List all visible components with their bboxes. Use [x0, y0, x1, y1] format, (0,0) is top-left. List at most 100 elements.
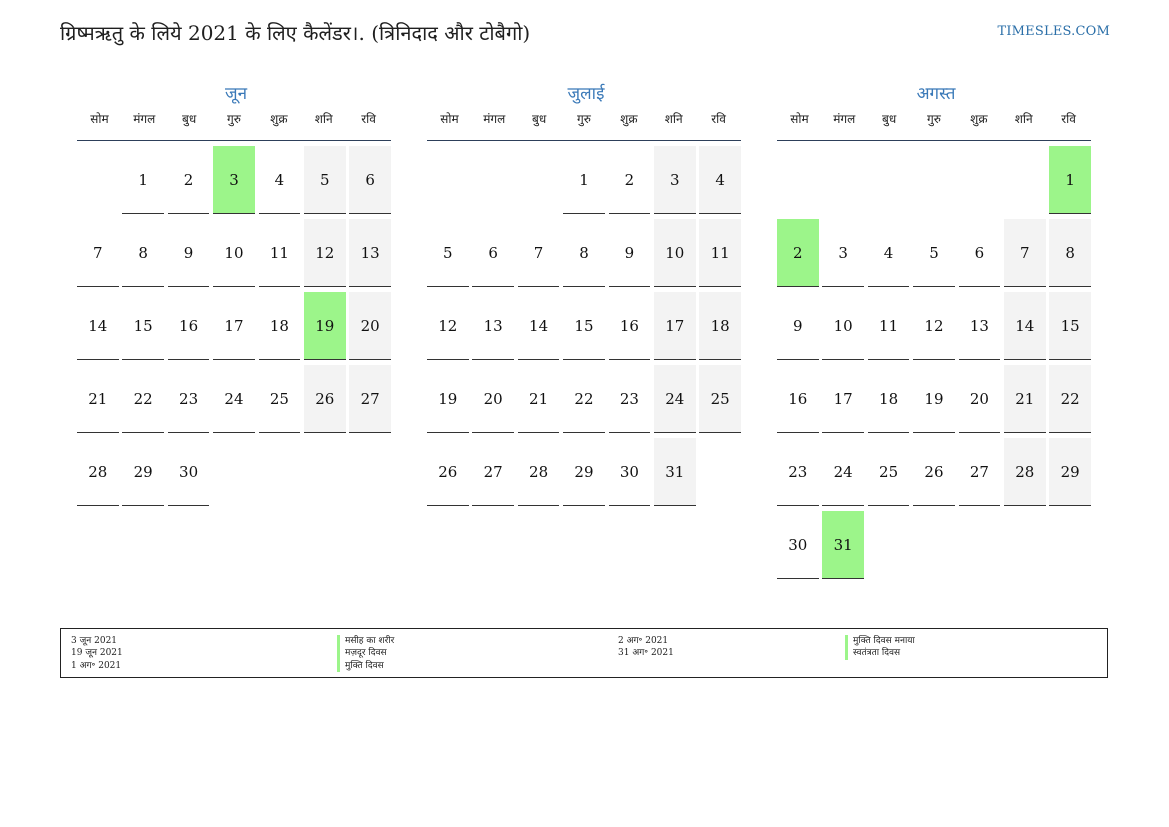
- day-cell: 5: [303, 146, 346, 214]
- day-cell: 25: [699, 365, 741, 433]
- weekday-label: गुरु: [227, 112, 241, 126]
- day-cell: 26: [303, 365, 346, 433]
- holiday-day-cell: 31: [822, 511, 864, 579]
- day-cell: 1: [563, 146, 605, 214]
- empty-cell: [913, 146, 955, 214]
- legend-date: 19 जून 2021: [71, 648, 123, 659]
- day-cell: 29: [563, 438, 605, 506]
- legend-holiday-name: मुक्ति दिवस मनाया: [845, 635, 915, 648]
- site-link[interactable]: TIMESLES.COM: [997, 24, 1110, 39]
- day-cell: 25: [258, 365, 301, 433]
- day-cell: 23: [608, 365, 651, 433]
- weekday-label: शनि: [664, 112, 683, 126]
- day-grid: 1 2 3 4 5 6 7 8 9 10 11 12 13 14 15 16 17 18 19 20 21 22 23 24 2…: [77, 146, 395, 506]
- day-cell: 20: [349, 292, 391, 360]
- day-grid: 1 2 3 4 5 6 7 8 9 10 11 12 13 14 15 16 17 18 19 20 21 22 23 24 2…: [777, 146, 1095, 579]
- weekday-label: सोम: [790, 112, 809, 126]
- day-cell: 7: [77, 219, 119, 287]
- day-cell: 21: [517, 365, 560, 433]
- day-cell: 15: [563, 292, 605, 360]
- day-cell: 11: [699, 219, 741, 287]
- day-cell: 11: [258, 219, 301, 287]
- day-cell: 19: [913, 365, 955, 433]
- day-cell: 12: [913, 292, 955, 360]
- day-cell: 30: [608, 438, 651, 506]
- weekday-label: रवि: [361, 112, 376, 126]
- day-cell: 17: [213, 292, 255, 360]
- empty-cell: [777, 146, 819, 214]
- legend-dates-col1: 3 जून 2021 19 जून 2021 1 अग॰ 2021: [71, 635, 123, 672]
- weekday-label: गुरु: [577, 112, 591, 126]
- day-cell: 18: [699, 292, 741, 360]
- weekday-label: शनि: [1014, 112, 1033, 126]
- day-cell: 3: [653, 146, 696, 214]
- weekday-label: गुरु: [927, 112, 941, 126]
- empty-cell: [868, 146, 910, 214]
- weekday-label: मंगल: [483, 112, 506, 126]
- empty-cell: [77, 146, 119, 214]
- day-cell: 25: [867, 438, 910, 506]
- legend-holiday-name: मुक्ति दिवस: [337, 659, 394, 672]
- holiday-day-cell: 1: [1049, 146, 1091, 214]
- day-cell: 24: [653, 365, 696, 433]
- month-title: जून: [224, 84, 248, 104]
- day-cell: 27: [472, 438, 514, 506]
- day-cell: 22: [563, 365, 605, 433]
- day-cell: 20: [472, 365, 514, 433]
- month-title: अगस्त: [916, 84, 956, 104]
- day-cell: 2: [167, 146, 210, 214]
- day-cell: 21: [1003, 365, 1046, 433]
- day-cell: 28: [517, 438, 560, 506]
- day-cell: 15: [1049, 292, 1091, 360]
- day-cell: 4: [258, 146, 301, 214]
- empty-cell: [959, 146, 1001, 214]
- day-cell: 15: [122, 292, 164, 360]
- weekday-label: मंगल: [833, 112, 856, 126]
- empty-cell: [518, 146, 560, 214]
- day-cell: 19: [427, 365, 469, 433]
- weekday-label: शनि: [314, 112, 333, 126]
- day-cell: 5: [427, 219, 469, 287]
- day-cell: 24: [213, 365, 255, 433]
- day-cell: 12: [303, 219, 346, 287]
- day-cell: 8: [122, 219, 164, 287]
- weekday-label: शुक्र: [270, 112, 288, 126]
- day-cell: 26: [913, 438, 955, 506]
- day-cell: 22: [122, 365, 164, 433]
- day-cell: 14: [517, 292, 560, 360]
- day-cell: 30: [167, 438, 210, 506]
- day-cell: 29: [1049, 438, 1091, 506]
- day-cell: 18: [258, 292, 301, 360]
- day-cell: 20: [958, 365, 1001, 433]
- day-cell: 16: [777, 365, 819, 433]
- day-cell: 2: [608, 146, 651, 214]
- day-cell: 11: [867, 292, 910, 360]
- day-cell: 17: [653, 292, 696, 360]
- day-cell: 9: [608, 219, 651, 287]
- legend-date: 31 अग॰ 2021: [618, 648, 674, 659]
- weekday-label: शुक्र: [620, 112, 638, 126]
- day-cell: 16: [608, 292, 651, 360]
- month-title: जुलाई: [567, 84, 605, 104]
- day-cell: 8: [563, 219, 605, 287]
- day-cell: 23: [167, 365, 210, 433]
- day-cell: 14: [77, 292, 119, 360]
- day-cell: 3: [822, 219, 864, 287]
- weekday-header: सोम मंगल बुध गुरु शुक्र शनि रवि: [77, 108, 391, 141]
- day-cell: 17: [822, 365, 864, 433]
- day-cell: 27: [349, 365, 391, 433]
- day-cell: 1: [122, 146, 164, 214]
- day-cell: 27: [958, 438, 1001, 506]
- legend-date: 2 अग॰ 2021: [618, 636, 669, 646]
- day-cell: 28: [77, 438, 119, 506]
- empty-cell: [1004, 146, 1046, 214]
- day-cell: 13: [349, 219, 391, 287]
- day-cell: 8: [1049, 219, 1091, 287]
- weekday-label: बुध: [882, 112, 897, 126]
- weekday-header: सोम मंगल बुध गुरु शुक्र शनि रवि: [427, 108, 741, 141]
- day-cell: 4: [699, 146, 741, 214]
- day-cell: 24: [822, 438, 864, 506]
- holiday-day-cell: 3: [213, 146, 255, 214]
- day-cell: 13: [958, 292, 1001, 360]
